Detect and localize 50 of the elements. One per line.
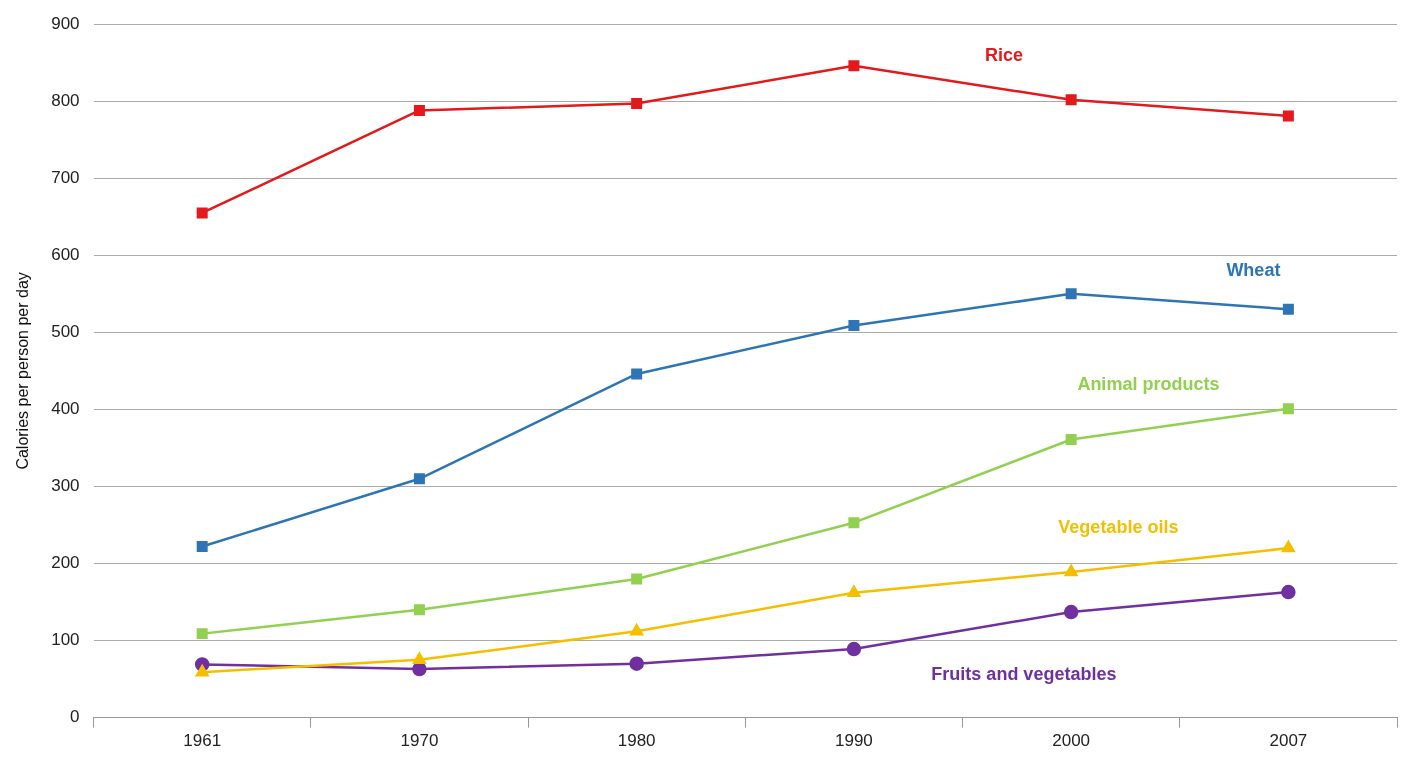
series-label: Rice [984,44,1023,65]
point [196,207,208,219]
point [1282,403,1294,415]
point [1063,604,1079,620]
point [196,628,208,640]
y-tick-label: 200 [51,553,80,573]
x-tick-label: 2007 [1269,731,1308,751]
point [195,664,209,677]
x-tick-label: 2000 [1052,731,1091,751]
y-tick-label: 600 [51,245,80,265]
point [847,585,861,598]
y-tick-label: 400 [51,399,80,419]
point [629,656,644,671]
x-tick-label: 1961 [183,731,222,751]
point [413,604,425,616]
x-tick-label: 1970 [400,731,439,751]
point [848,319,860,331]
point [1281,584,1296,600]
series-label: Vegetable oils [1058,517,1179,538]
point [848,517,860,529]
y-axis-title: Calories per person per day [14,272,32,470]
point [413,473,425,485]
point [196,541,208,553]
y-tick-label: 0 [70,707,80,727]
point [846,641,862,657]
point [413,105,425,116]
series-label: Wheat [1226,260,1281,281]
point [631,98,643,110]
x-tick-label: 1990 [834,731,873,751]
point [630,624,644,636]
point [1281,540,1295,553]
point [1282,110,1294,122]
point [631,573,643,585]
y-tick-label: 700 [51,167,80,187]
y-tick-label: 900 [51,13,80,33]
series-label: Animal products [1077,373,1220,394]
y-tick-label: 800 [51,90,80,110]
x-tick-label: 1980 [617,731,656,751]
point [1282,303,1294,315]
point [412,652,426,665]
point [1065,288,1077,300]
point [1065,433,1077,445]
point [848,60,860,72]
y-tick-label: 100 [51,630,80,650]
y-tick-label: 500 [51,322,80,342]
point [631,368,643,380]
series-label: Fruits and vegetables [931,664,1117,684]
point [1065,94,1077,106]
point [1064,564,1078,577]
y-tick-label: 300 [51,476,80,496]
